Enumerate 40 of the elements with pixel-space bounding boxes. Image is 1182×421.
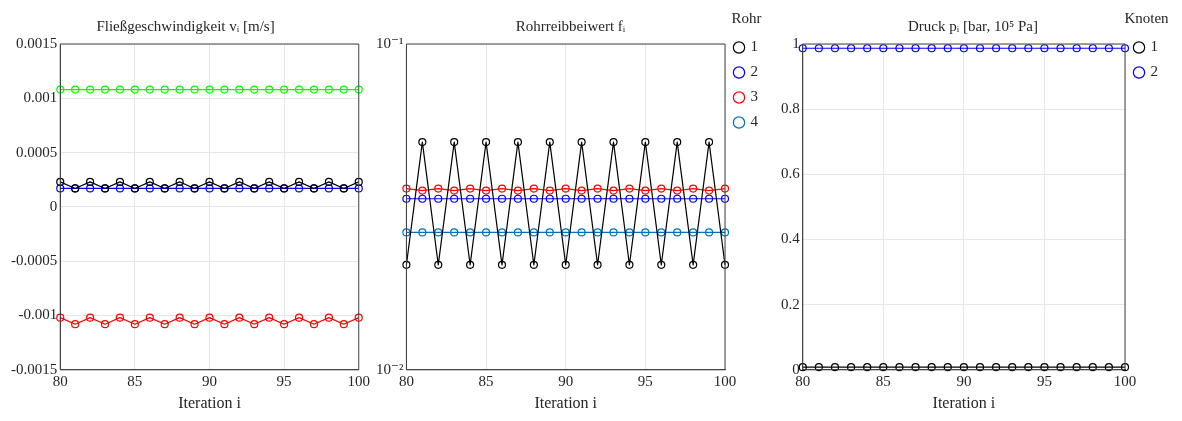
y-tick-label: 0.8 [781,100,800,117]
y-tick-label: 0.4 [781,230,801,247]
y-tick-label: -0.001 [18,306,58,323]
y-tick-label: 0 [792,360,800,377]
legend-title: Rohr [731,10,762,27]
legend-title: Knoten [1124,10,1170,27]
y-tick-label: 0 [49,197,58,214]
y-tick-label: 1 [792,34,800,51]
x-tick-label: 95 [276,372,292,389]
x-tick-label: 90 [956,372,972,389]
legend-label: 1 [1150,38,1158,55]
x-tick-label: 100 [713,372,737,389]
x-tick-label: 90 [202,372,217,389]
x-tick-label: 85 [478,372,494,389]
x-axis-title: Iteration i [534,393,598,411]
x-tick-label: 95 [1036,372,1052,389]
y-tick-label: 0.0015 [16,34,58,51]
y-tick-label: 0.001 [23,89,58,106]
y-tick-label: 0.6 [781,165,801,182]
legend-label: 4 [750,113,759,130]
legend-label: 2 [1150,63,1158,80]
y-tick-label: 0.0005 [16,143,58,160]
x-axis-title: Iteration i [932,393,996,411]
legend-label: 2 [750,63,758,80]
x-axis-title: Iteration i [178,393,242,411]
x-tick-label: 100 [1113,372,1137,389]
x-tick-label: 85 [127,372,143,389]
y-tick-label: -0.0005 [11,252,58,269]
y-tick-label: 0.2 [781,295,800,312]
chart-title: Rohrreibbeiwert fᵢ [515,17,626,34]
x-tick-label: 90 [558,372,574,389]
x-tick-label: 100 [347,372,370,389]
x-tick-label: 95 [637,372,653,389]
y-tick-label: 10⁻¹ [375,34,404,51]
chart-title: Fließgeschwindigkeit vᵢ [m/s] [96,17,275,34]
legend-label: 3 [750,88,758,105]
legend-label: 1 [750,38,758,55]
chart-title: Druck pᵢ [bar, 10⁵ Pa] [908,17,1038,34]
x-tick-label: 85 [875,372,891,389]
y-tick-label: -0.0015 [11,360,58,377]
